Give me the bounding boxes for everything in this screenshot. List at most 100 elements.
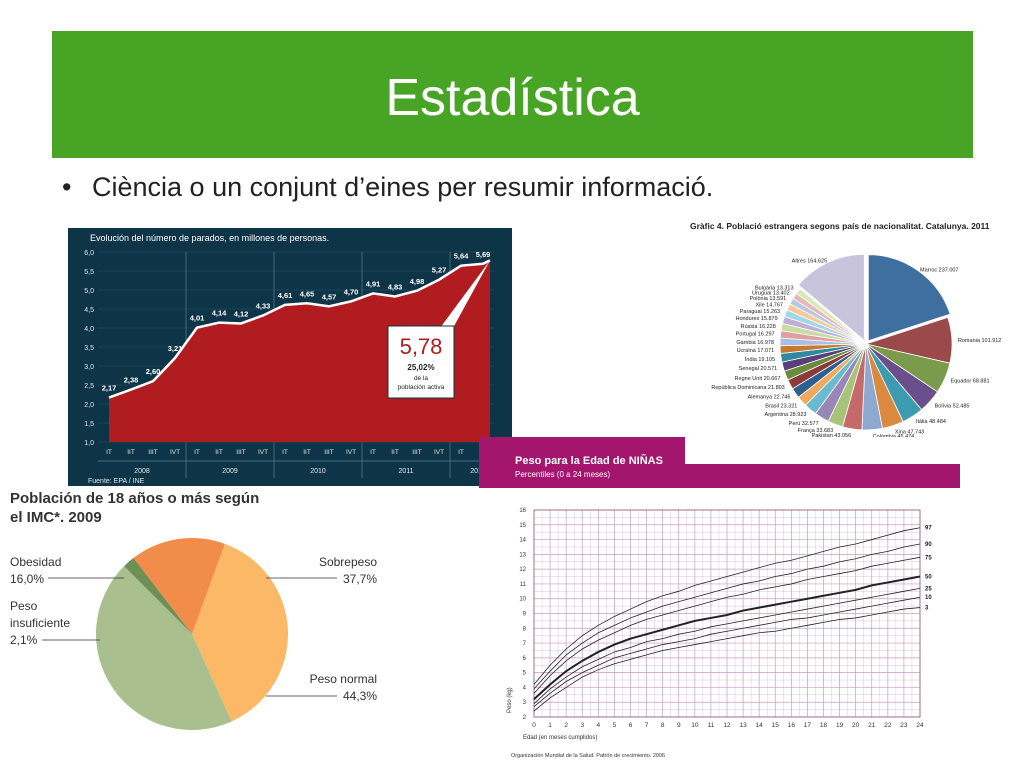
data-label: 4,65 bbox=[300, 289, 315, 298]
callout-text-line2: población activa bbox=[398, 384, 445, 391]
data-label: 4,83 bbox=[388, 282, 403, 291]
y-tick-label: 3,0 bbox=[84, 364, 94, 371]
header-band bbox=[479, 464, 960, 488]
x-tick-label: 1 bbox=[548, 722, 552, 729]
x-tick-label: 11 bbox=[708, 722, 715, 729]
x-tick-label: 2 bbox=[564, 722, 568, 729]
population-pie-svg: Gràfic 4. Població estrangera segons paí… bbox=[690, 221, 1001, 440]
series-line bbox=[108, 259, 491, 399]
x-tick-label: 10 bbox=[691, 722, 699, 729]
chart-footer: Organización Mundial de la Salud. Patrón… bbox=[511, 753, 665, 759]
y-tick-label: 10 bbox=[519, 597, 526, 603]
y-tick-label: 1,0 bbox=[84, 440, 94, 447]
y-axis-label: Peso (kg) bbox=[507, 687, 513, 713]
slice-label: Brasil 23.321 bbox=[765, 403, 797, 409]
slice-value: 37,7% bbox=[343, 572, 377, 586]
slice-label: Gàmbia 16.978 bbox=[736, 340, 774, 346]
population-pie-chart: Gràfic 4. Població estrangera segons paí… bbox=[686, 216, 1016, 448]
slice-label-line2: insuficiente bbox=[10, 616, 70, 630]
callout-value: 5,78 bbox=[400, 334, 443, 359]
y-tick-label: 3,5 bbox=[84, 345, 94, 352]
data-label: 4,01 bbox=[190, 314, 205, 323]
slice-label: Marroc 237.007 bbox=[920, 268, 959, 274]
slice-value: 2,1% bbox=[10, 633, 38, 647]
chart-title: Gràfic 4. Població estrangera segons paí… bbox=[690, 221, 990, 231]
slice-label: Obesidad bbox=[10, 555, 61, 569]
imc-pie-chart: Población de 18 años o más según el IMC*… bbox=[0, 488, 400, 768]
data-label: 4,33 bbox=[256, 301, 271, 310]
series-label: 3 bbox=[925, 606, 929, 612]
slice-label: Argentina 28.923 bbox=[765, 412, 807, 418]
x-tick-label: IIIT bbox=[236, 449, 245, 456]
series-line bbox=[533, 596, 921, 707]
data-label: 4,14 bbox=[212, 309, 227, 318]
slice-value: 16,0% bbox=[10, 572, 44, 586]
y-tick-label: 7 bbox=[523, 641, 527, 647]
x-tick-label: IIIT bbox=[412, 449, 421, 456]
y-tick-label: 8 bbox=[523, 626, 527, 632]
slice-label: Regne Unit 20.667 bbox=[735, 376, 781, 382]
slide-title: Estadística bbox=[385, 69, 640, 127]
series-label: 25 bbox=[925, 586, 932, 592]
slice-label: Uruguai 13.402 bbox=[752, 291, 790, 297]
imc-pie-svg: Población de 18 años o más según el IMC*… bbox=[10, 490, 377, 730]
data-label: 5,64 bbox=[454, 252, 469, 261]
series-line bbox=[533, 607, 921, 712]
y-tick-label: 9 bbox=[523, 612, 527, 618]
x-tick-label: 21 bbox=[868, 722, 876, 729]
slice-label: Colòmbia 45.474 bbox=[873, 434, 915, 440]
y-tick-label: 2 bbox=[523, 715, 527, 721]
series-label: 75 bbox=[925, 555, 932, 561]
y-tick-label: 3 bbox=[523, 700, 527, 706]
x-tick-label: IVT bbox=[434, 449, 444, 456]
pie-slice bbox=[192, 543, 288, 722]
data-label: 4,57 bbox=[322, 292, 337, 301]
year-label: 2010 bbox=[310, 468, 326, 475]
pie-slice bbox=[133, 538, 225, 634]
x-tick-label: IT bbox=[106, 449, 112, 456]
y-tick-label: 2,0 bbox=[84, 402, 94, 409]
slice-label: Senegal 20.571 bbox=[739, 366, 778, 372]
series-label: 97 bbox=[925, 526, 932, 532]
chart-title-line1: Población de 18 años o más según bbox=[10, 490, 259, 507]
slice-label: Polònia 13.591 bbox=[750, 296, 787, 302]
slice-label: Índia 19.105 bbox=[745, 356, 775, 363]
x-tick-label: 16 bbox=[788, 722, 796, 729]
series-label: 10 bbox=[925, 595, 932, 601]
x-tick-label: IT bbox=[458, 449, 464, 456]
slice-label: Equador 68.881 bbox=[950, 378, 989, 384]
x-tick-label: 19 bbox=[836, 722, 844, 729]
slice-label: Itàlia 48.484 bbox=[916, 419, 946, 425]
data-label: 5,27 bbox=[432, 266, 447, 275]
year-label: 2011 bbox=[398, 468, 413, 475]
slice-label: Bulgària 13.313 bbox=[755, 285, 794, 291]
chart-subtitle: Percentiles (0 a 24 meses) bbox=[515, 470, 610, 479]
y-tick-label: 13 bbox=[519, 552, 526, 558]
slice-label: República Dominicana 21.803 bbox=[711, 385, 784, 391]
slice-label: Altres 164.625 bbox=[792, 259, 827, 265]
x-tick-label: 0 bbox=[532, 722, 536, 729]
pie-slice bbox=[124, 557, 192, 634]
bullet-text: • Ciència o un conjunt d’eines per resumi… bbox=[62, 172, 713, 203]
x-tick-label: 5 bbox=[613, 722, 617, 729]
x-tick-label: 4 bbox=[597, 722, 601, 729]
data-label: 2,60 bbox=[146, 367, 161, 376]
bullet-dot: • bbox=[62, 172, 72, 202]
y-tick-label: 4 bbox=[523, 685, 527, 691]
x-tick-label: IVT bbox=[170, 449, 180, 456]
chart-title: Evolución del número de parados, en mill… bbox=[90, 233, 329, 243]
x-tick-label: IIT bbox=[127, 449, 135, 456]
x-tick-label: IIT bbox=[215, 449, 223, 456]
plot-frame bbox=[533, 509, 921, 718]
x-tick-label: IIIT bbox=[324, 449, 333, 456]
slice-label: Rússia 16.228 bbox=[741, 324, 776, 330]
slice-label: Portugal 16.297 bbox=[736, 332, 775, 338]
x-tick-label: IT bbox=[194, 449, 200, 456]
data-label: 4,12 bbox=[234, 309, 249, 318]
x-tick-label: 3 bbox=[580, 722, 584, 729]
x-tick-label: 15 bbox=[772, 722, 780, 729]
x-tick-label: IT bbox=[370, 449, 376, 456]
slice-label: Paraguai 15.263 bbox=[740, 309, 780, 315]
x-tick-label: IVT bbox=[346, 449, 356, 456]
data-label: 4,91 bbox=[366, 279, 381, 288]
